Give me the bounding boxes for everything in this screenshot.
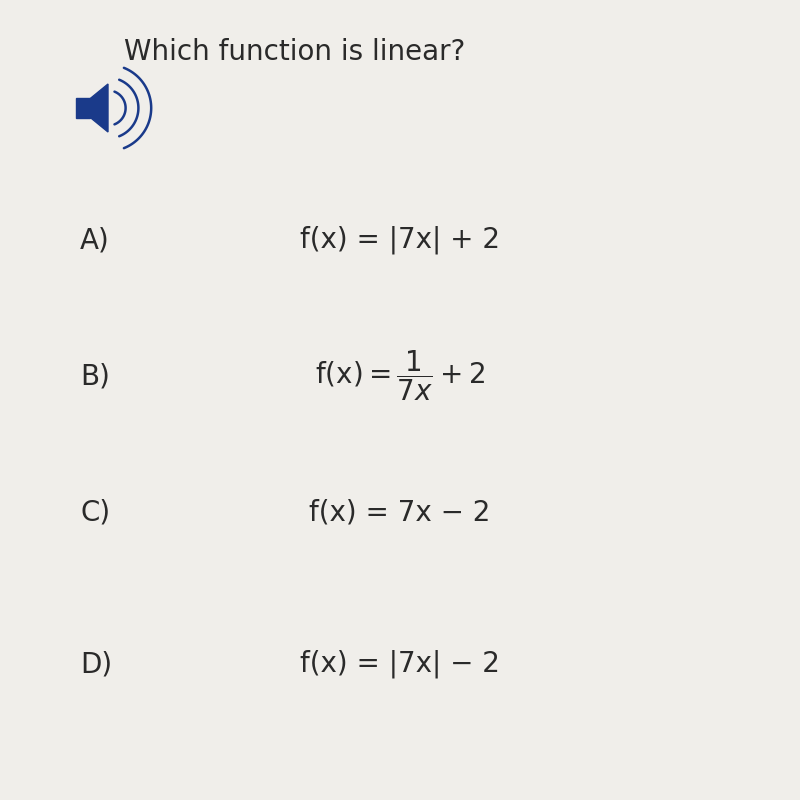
Polygon shape: [90, 84, 108, 132]
Text: $\mathrm{f(x)} = \dfrac{1}{7x} + 2$: $\mathrm{f(x)} = \dfrac{1}{7x} + 2$: [315, 349, 485, 403]
Text: C): C): [80, 498, 110, 526]
Text: B): B): [80, 362, 110, 390]
Text: f(x) = |7x| + 2: f(x) = |7x| + 2: [300, 226, 500, 254]
Text: A): A): [80, 226, 110, 254]
Text: D): D): [80, 650, 112, 678]
Text: Which function is linear?: Which function is linear?: [124, 38, 466, 66]
Text: f(x) = 7x − 2: f(x) = 7x − 2: [310, 498, 490, 526]
Text: f(x) = |7x| − 2: f(x) = |7x| − 2: [300, 650, 500, 678]
Polygon shape: [76, 98, 90, 118]
